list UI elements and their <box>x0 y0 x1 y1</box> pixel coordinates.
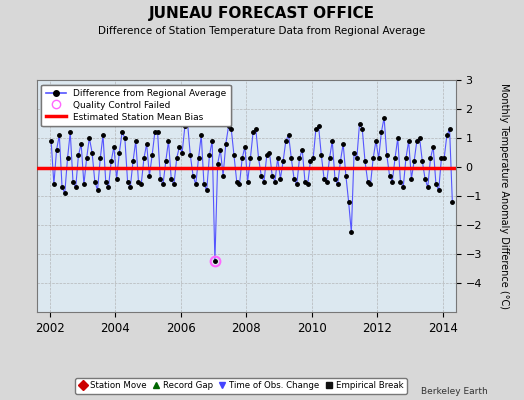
Y-axis label: Monthly Temperature Anomaly Difference (°C): Monthly Temperature Anomaly Difference (… <box>499 83 509 309</box>
Text: Difference of Station Temperature Data from Regional Average: Difference of Station Temperature Data f… <box>99 26 425 36</box>
Text: Berkeley Earth: Berkeley Earth <box>421 387 487 396</box>
Legend: Station Move, Record Gap, Time of Obs. Change, Empirical Break: Station Move, Record Gap, Time of Obs. C… <box>75 378 407 394</box>
Text: JUNEAU FORECAST OFFICE: JUNEAU FORECAST OFFICE <box>149 6 375 21</box>
Legend: Difference from Regional Average, Quality Control Failed, Estimated Station Mean: Difference from Regional Average, Qualit… <box>41 84 231 126</box>
